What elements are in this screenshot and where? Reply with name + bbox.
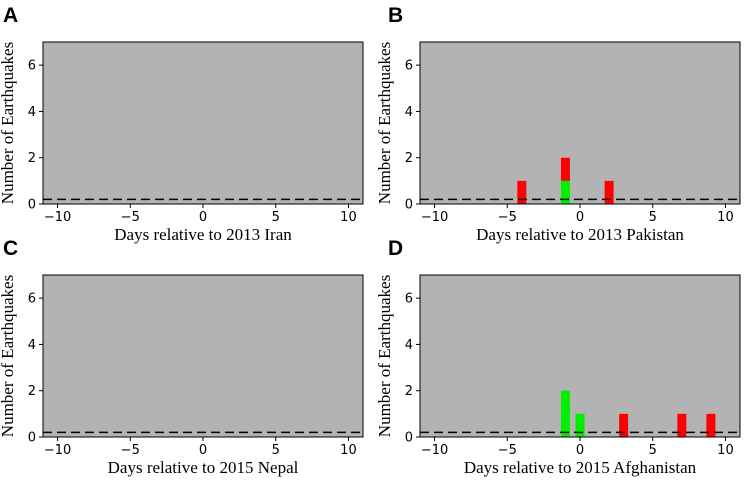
ytick-label-a-0: 0 bbox=[28, 198, 36, 213]
bar-decrease-b-x2 bbox=[604, 180, 614, 204]
plot-area-b bbox=[420, 42, 740, 204]
xtick-label-b-4: 10 bbox=[717, 210, 734, 225]
x-axis-label-d: Days relative to 2015 Afghanistan bbox=[464, 458, 697, 477]
ytick-label-d-1: 2 bbox=[405, 384, 413, 399]
xtick-label-a-4: 10 bbox=[340, 210, 357, 225]
panel-d: D −10 −5 0 5 10 0 2 4 6 Days relative to 2015 Afgh… bbox=[375, 237, 741, 477]
xtick-label-c-0: −10 bbox=[44, 443, 71, 458]
bar-increase-d-x-1 bbox=[560, 390, 570, 437]
ytick-label-c-2: 4 bbox=[28, 338, 36, 353]
bar-decrease-b-x-4 bbox=[517, 180, 527, 204]
panel-letter-a: A bbox=[3, 4, 18, 27]
xtick-label-d-0: −10 bbox=[421, 443, 448, 458]
bar-decrease-d-x9 bbox=[706, 413, 716, 437]
xtick-label-b-1: −5 bbox=[498, 210, 517, 225]
plot-area-d bbox=[420, 275, 740, 437]
panel-letter-b: B bbox=[388, 4, 403, 27]
panel-letter-c: C bbox=[3, 237, 18, 260]
panel-c: C −10 −5 0 5 10 0 2 4 6 Days relative to 2015 Nepa… bbox=[0, 237, 364, 477]
y-axis-label-a: Number of Earthquakes bbox=[0, 42, 17, 204]
xtick-label-d-3: 5 bbox=[649, 443, 657, 458]
xtick-label-b-2: 0 bbox=[576, 210, 584, 225]
ytick-label-b-1: 2 bbox=[405, 151, 413, 166]
panel-letter-d: D bbox=[388, 237, 403, 260]
x-axis-label-c: Days relative to 2015 Nepal bbox=[108, 458, 299, 477]
xtick-label-a-2: 0 bbox=[199, 210, 207, 225]
ytick-label-b-3: 6 bbox=[405, 59, 413, 74]
xtick-label-d-2: 0 bbox=[576, 443, 584, 458]
xtick-label-b-0: −10 bbox=[421, 210, 448, 225]
y-axis-label-b: Number of Earthquakes bbox=[375, 42, 394, 204]
ytick-label-d-0: 0 bbox=[405, 431, 413, 446]
xtick-label-c-3: 5 bbox=[272, 443, 280, 458]
plot-area-a bbox=[43, 42, 363, 204]
ytick-label-a-1: 2 bbox=[28, 151, 36, 166]
xtick-label-b-3: 5 bbox=[649, 210, 657, 225]
y-axis-label-d: Number of Earthquakes bbox=[375, 275, 394, 437]
bar-increase-b-x-1 bbox=[560, 180, 570, 204]
xtick-label-c-2: 0 bbox=[199, 443, 207, 458]
panel-b: B −10 −5 0 5 10 0 2 4 6 Days relative to 2013 Paki… bbox=[375, 4, 741, 244]
panel-a: A −10 −5 0 5 10 0 2 4 6 Days relative to 2013 Iran… bbox=[0, 4, 364, 244]
plot-area-c bbox=[43, 275, 363, 437]
xtick-label-d-4: 10 bbox=[717, 443, 734, 458]
ytick-label-c-1: 2 bbox=[28, 384, 36, 399]
ytick-label-b-2: 4 bbox=[405, 105, 413, 120]
bar-decrease-d-x3 bbox=[619, 413, 629, 437]
xtick-label-c-4: 10 bbox=[340, 443, 357, 458]
bar-decrease-b-x-1 bbox=[560, 157, 570, 181]
ytick-label-d-3: 6 bbox=[405, 292, 413, 307]
bar-decrease-d-x7 bbox=[677, 413, 687, 437]
x-axis-label-b: Days relative to 2013 Pakistan bbox=[476, 225, 684, 244]
x-axis-label-a: Days relative to 2013 Iran bbox=[114, 225, 292, 244]
y-axis-label-c: Number of Earthquakes bbox=[0, 275, 17, 437]
ytick-label-a-2: 4 bbox=[28, 105, 36, 120]
xtick-label-a-0: −10 bbox=[44, 210, 71, 225]
ytick-label-c-3: 6 bbox=[28, 292, 36, 307]
ytick-label-b-0: 0 bbox=[405, 198, 413, 213]
xtick-label-d-1: −5 bbox=[498, 443, 517, 458]
ytick-label-c-0: 0 bbox=[28, 431, 36, 446]
ytick-label-a-3: 6 bbox=[28, 59, 36, 74]
ytick-label-d-2: 4 bbox=[405, 338, 413, 353]
xtick-label-c-1: −5 bbox=[121, 443, 140, 458]
xtick-label-a-1: −5 bbox=[121, 210, 140, 225]
xtick-label-a-3: 5 bbox=[272, 210, 280, 225]
bar-increase-d-x0 bbox=[575, 413, 585, 437]
